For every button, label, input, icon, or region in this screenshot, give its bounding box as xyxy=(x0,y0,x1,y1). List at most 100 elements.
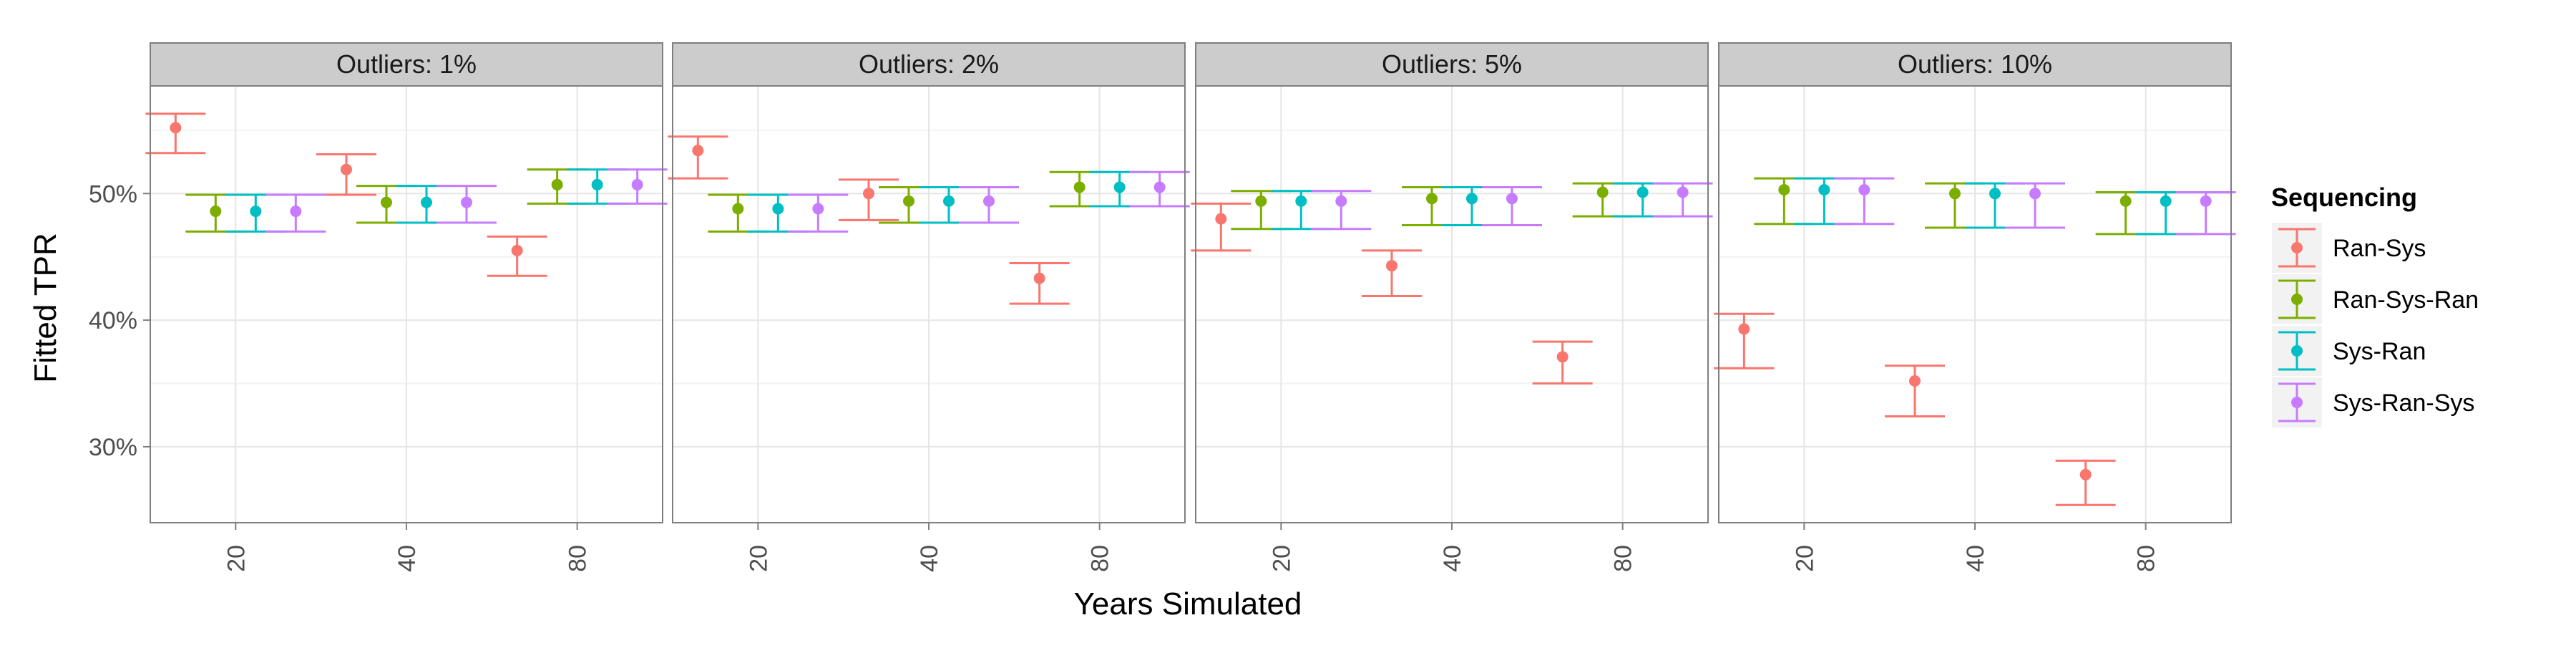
legend-key-point xyxy=(2291,397,2303,408)
facet-panel: Outliers: 1% xyxy=(145,42,668,523)
errorbar xyxy=(2175,191,2236,236)
errorbar xyxy=(1482,185,1542,226)
x-tick-label: 20 xyxy=(1268,545,1295,572)
x-tick-label: 40 xyxy=(1439,545,1466,572)
data-point xyxy=(170,122,182,134)
data-point xyxy=(2160,195,2172,207)
errorbar xyxy=(316,153,376,196)
data-point xyxy=(1818,183,1830,195)
facet-strip xyxy=(672,42,1186,87)
errorbar xyxy=(145,112,206,155)
legend-title: Sequencing xyxy=(2271,183,2417,212)
data-point xyxy=(1556,351,1568,363)
errorbar xyxy=(788,193,849,233)
facet-panel: Outliers: 5% xyxy=(1191,42,1713,523)
data-point xyxy=(772,203,784,215)
x-tick-label: 20 xyxy=(745,545,772,572)
x-tick-label: 40 xyxy=(1962,545,1989,572)
errorbar xyxy=(959,185,1019,224)
errorbar xyxy=(2055,459,2116,506)
facet-strip-label: Outliers: 1% xyxy=(336,49,477,79)
legend-item: Ran-Sys-Ran xyxy=(2270,273,2479,326)
data-point xyxy=(1295,195,1307,207)
x-tick-label: 80 xyxy=(565,545,592,572)
data-point xyxy=(381,196,392,208)
legend-label: Sys-Ran xyxy=(2333,338,2426,365)
data-point xyxy=(631,178,643,190)
data-point xyxy=(1738,323,1750,335)
x-tick-label: 40 xyxy=(394,545,421,572)
errorbar xyxy=(607,168,668,205)
x-tick-label: 20 xyxy=(223,545,250,572)
data-point xyxy=(1335,195,1347,207)
data-point xyxy=(812,203,824,215)
data-point xyxy=(290,205,302,218)
data-point xyxy=(2200,195,2212,207)
data-point xyxy=(1506,193,1518,205)
data-point xyxy=(551,178,563,190)
errorbar xyxy=(1885,364,1945,417)
data-point xyxy=(250,205,262,218)
errorbar xyxy=(1362,249,1422,298)
errorbar xyxy=(265,193,326,233)
data-point xyxy=(1949,188,1961,200)
facet-strip-label: Outliers: 2% xyxy=(859,49,999,79)
legend-label: Ran-Sys xyxy=(2333,235,2426,262)
data-point xyxy=(1255,195,1267,207)
errorbar xyxy=(487,235,547,277)
data-point xyxy=(1386,260,1397,272)
errorbar xyxy=(1532,340,1593,385)
data-point xyxy=(1677,186,1689,198)
errorbar xyxy=(1652,182,1713,218)
data-point xyxy=(1113,181,1126,193)
facet-strip-label: Outliers: 10% xyxy=(1898,49,2052,79)
legend-item: Ran-Sys xyxy=(2270,221,2426,274)
legend-key-point xyxy=(2291,242,2303,253)
facet-panel: Outliers: 2% xyxy=(668,42,1190,523)
errorbar xyxy=(1714,312,1775,369)
x-axis-title: Years Simulated xyxy=(1074,586,1302,622)
legend-label: Ran-Sys-Ran xyxy=(2333,286,2479,314)
facet-panels: Outliers: 1% Outliers: 2% Outliers: 5% Outl… xyxy=(145,42,2236,523)
data-point xyxy=(2079,468,2092,480)
x-axis: 20 40 80 20 40 80 20 40 80 20 40 80 xyxy=(223,523,2160,572)
y-axis: 30% 40% 50% xyxy=(89,180,150,461)
data-point xyxy=(863,188,874,200)
errorbar xyxy=(1009,262,1070,305)
data-point xyxy=(1215,213,1227,225)
errorbar xyxy=(668,135,728,180)
facet-strip xyxy=(1718,42,2232,87)
facet-strip xyxy=(1195,42,1709,87)
legend: Sequencing Ran-Sys Ran-Sys-Ran Sys-Ran Sys-… xyxy=(2270,183,2479,429)
x-tick-label: 80 xyxy=(1610,545,1637,572)
errorbar xyxy=(567,168,628,205)
legend-key-point xyxy=(2291,345,2303,357)
data-point xyxy=(732,203,744,215)
data-point xyxy=(1636,186,1649,198)
y-tick-label: 30% xyxy=(89,434,137,461)
data-point xyxy=(1596,186,1609,198)
data-point xyxy=(1466,193,1478,205)
data-point xyxy=(421,196,432,208)
legend-item: Sys-Ran-Sys xyxy=(2270,376,2474,429)
x-tick-label: 20 xyxy=(1791,545,1818,572)
data-point xyxy=(511,244,523,256)
data-point xyxy=(341,163,352,175)
facet-strip xyxy=(150,42,663,87)
data-point xyxy=(1778,183,1790,195)
errorbar xyxy=(1191,202,1252,252)
data-point xyxy=(903,195,914,207)
data-point xyxy=(983,195,995,207)
errorbar xyxy=(1129,170,1190,208)
data-point xyxy=(2119,195,2132,207)
y-tick-label: 40% xyxy=(89,307,137,334)
data-point xyxy=(1073,181,1085,193)
data-point xyxy=(943,195,955,207)
data-point xyxy=(1858,183,1870,195)
data-point xyxy=(692,145,704,157)
errorbar xyxy=(2005,182,2065,229)
legend-item: Sys-Ran xyxy=(2270,324,2426,377)
x-tick-label: 40 xyxy=(916,545,943,572)
data-point xyxy=(1909,374,1921,387)
